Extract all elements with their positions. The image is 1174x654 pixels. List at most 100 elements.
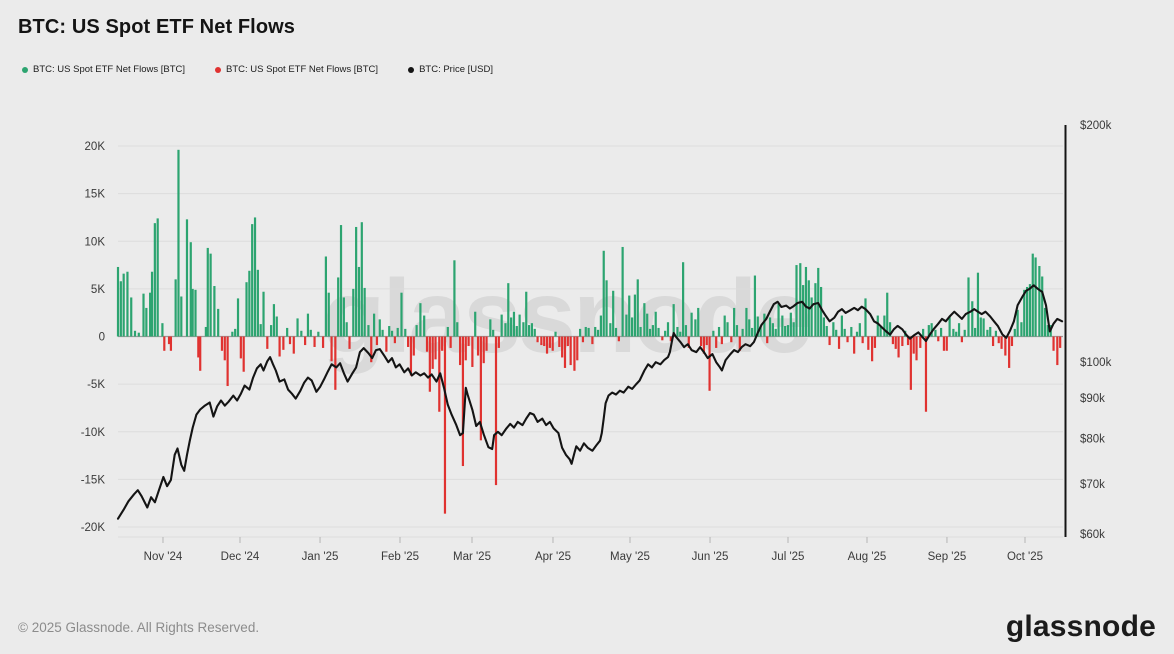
flow-bar bbox=[867, 336, 870, 350]
flow-bar bbox=[304, 336, 307, 346]
flow-bar bbox=[345, 322, 348, 337]
right-axis-label: $100k bbox=[1080, 357, 1112, 369]
legend-item-netflows-positive[interactable]: BTC: US Spot ETF Net Flows [BTC] bbox=[22, 64, 185, 75]
flow-bar bbox=[669, 336, 672, 342]
flow-bar bbox=[1052, 336, 1055, 351]
legend-item-price[interactable]: BTC: Price [USD] bbox=[408, 64, 493, 75]
flow-bar bbox=[220, 336, 224, 351]
month-label: Jan '25 bbox=[302, 551, 339, 563]
flow-bar bbox=[786, 325, 790, 337]
flow-bar bbox=[945, 336, 948, 351]
flow-bar bbox=[352, 288, 355, 337]
flow-bar bbox=[122, 273, 125, 337]
flow-bar bbox=[871, 336, 874, 362]
flow-bar bbox=[717, 326, 721, 337]
flow-bar bbox=[525, 291, 528, 337]
flow-bar bbox=[894, 336, 897, 349]
flow-bar bbox=[576, 336, 579, 361]
flow-bar bbox=[431, 336, 434, 369]
flow-bar bbox=[901, 336, 904, 347]
flow-bar bbox=[126, 271, 129, 337]
flow-bar bbox=[819, 286, 823, 337]
flow-bar bbox=[133, 330, 137, 337]
flow-bar bbox=[697, 307, 700, 337]
flow-bar bbox=[708, 336, 711, 391]
flow-bar bbox=[467, 336, 470, 347]
flow-bar bbox=[150, 271, 154, 337]
flow-bar bbox=[768, 317, 772, 337]
flow-bar bbox=[799, 263, 802, 337]
flow-bar bbox=[602, 250, 605, 337]
flow-bar bbox=[763, 313, 766, 337]
copyright-text: © 2025 Glassnode. All Rights Reserved. bbox=[18, 620, 260, 635]
flow-bar bbox=[453, 260, 456, 337]
flow-bar bbox=[789, 312, 792, 337]
plot-area[interactable] bbox=[118, 125, 1063, 537]
flow-bar bbox=[348, 336, 351, 349]
flow-bar bbox=[300, 330, 303, 337]
flow-bar bbox=[596, 329, 600, 337]
flow-bar bbox=[223, 336, 226, 361]
flow-bar bbox=[412, 336, 415, 356]
flow-bar bbox=[605, 280, 608, 337]
left-axis-label: -20K bbox=[81, 522, 106, 534]
flow-bar bbox=[396, 327, 399, 337]
flow-bar bbox=[390, 330, 394, 337]
flow-bar bbox=[372, 313, 376, 337]
flow-bar bbox=[360, 222, 363, 337]
month-label: May '25 bbox=[610, 551, 650, 563]
flow-bar bbox=[573, 336, 576, 371]
flow-bar bbox=[699, 336, 703, 347]
flow-bar bbox=[748, 319, 751, 337]
flow-bar bbox=[792, 322, 795, 337]
flow-bar bbox=[485, 336, 488, 351]
flow-bar bbox=[1004, 336, 1007, 356]
flow-bar bbox=[355, 226, 358, 337]
flow-bar bbox=[378, 319, 381, 337]
flow-bar bbox=[952, 328, 955, 337]
flow-bar bbox=[400, 292, 403, 337]
flow-bar bbox=[545, 336, 549, 354]
left-axis-label: -15K bbox=[81, 474, 106, 486]
flow-bar bbox=[726, 322, 729, 337]
flow-bar bbox=[702, 336, 705, 354]
flow-bar bbox=[883, 315, 886, 337]
month-label: Jun '25 bbox=[692, 551, 729, 563]
flow-bar bbox=[1023, 289, 1026, 337]
flow-bar bbox=[259, 324, 262, 337]
flow-bar bbox=[1031, 253, 1034, 337]
flow-bar bbox=[759, 326, 762, 337]
flow-bar bbox=[204, 326, 207, 337]
flow-bar bbox=[206, 247, 209, 337]
month-label: Mar '25 bbox=[453, 551, 491, 563]
flow-bar bbox=[771, 323, 774, 337]
flow-bar bbox=[149, 292, 152, 337]
flow-bar bbox=[145, 307, 148, 337]
flow-bar bbox=[357, 266, 361, 337]
flow-bar bbox=[591, 336, 594, 345]
flow-bar bbox=[558, 336, 561, 347]
flow-bar bbox=[1056, 336, 1059, 366]
flow-bar bbox=[393, 336, 396, 344]
month-label: Apr '25 bbox=[535, 551, 571, 563]
flow-bar bbox=[633, 294, 637, 337]
flow-bar bbox=[873, 336, 877, 348]
flow-bar bbox=[643, 303, 646, 337]
flow-bar bbox=[963, 329, 966, 337]
flow-bar bbox=[906, 336, 910, 346]
left-axis-label: 5K bbox=[91, 284, 105, 296]
glassnode-logo[interactable]: glassnode bbox=[1005, 610, 1156, 643]
flow-bar bbox=[482, 336, 485, 364]
legend-item-netflows-negative[interactable]: BTC: US Spot ETF Net Flows [BTC] bbox=[215, 64, 378, 75]
flow-bar bbox=[661, 336, 664, 341]
flow-bar bbox=[777, 304, 780, 337]
flow-bar bbox=[741, 328, 744, 337]
flow-bar bbox=[515, 326, 518, 337]
flow-bar bbox=[242, 336, 245, 372]
flow-bar bbox=[1025, 286, 1029, 337]
flow-bar bbox=[446, 326, 449, 337]
flow-bar bbox=[989, 326, 992, 337]
flow-bar bbox=[313, 336, 316, 347]
flow-bar bbox=[919, 336, 922, 348]
flow-bar bbox=[245, 282, 248, 337]
